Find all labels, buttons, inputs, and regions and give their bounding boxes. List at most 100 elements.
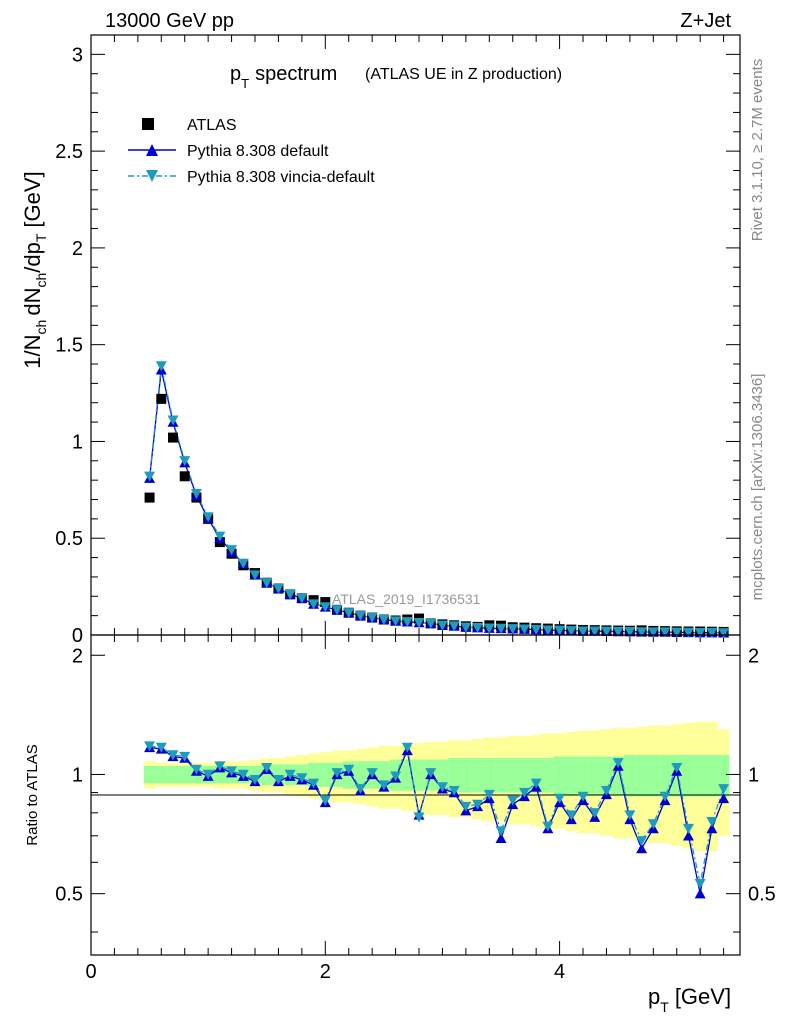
upper-axis-ticks: 0 0.5 1 1.5 2 2.5 3 xyxy=(55,34,740,647)
vincia-point xyxy=(413,617,425,628)
ratio-vincia-point xyxy=(167,750,179,761)
ratio-vincia-point xyxy=(682,823,694,834)
ratio-vincia-point xyxy=(436,782,448,793)
vincia-point xyxy=(694,628,706,638)
ratio-vincia-point xyxy=(144,741,156,752)
vincia-point xyxy=(530,624,542,635)
vincia-point xyxy=(495,623,507,634)
ratio-vincia-point xyxy=(460,801,472,812)
band-inner xyxy=(624,754,636,797)
ratio-vincia-point xyxy=(261,763,273,773)
vincia-point xyxy=(659,627,671,638)
band-inner xyxy=(214,766,226,784)
x-tick-label: 0 xyxy=(85,961,96,983)
vincia-point xyxy=(448,621,460,632)
ratio-default-point xyxy=(694,888,706,899)
ratio-default-point xyxy=(706,823,718,834)
band-inner xyxy=(378,761,390,789)
vincia-point xyxy=(378,614,390,625)
y-tick-label: 0.5 xyxy=(55,884,83,906)
ratio-vincia-point xyxy=(565,810,577,821)
vincia-point xyxy=(296,593,308,604)
title-main: p xyxy=(230,63,241,85)
title-word: spectrum xyxy=(255,63,337,85)
ratio-vincia-point xyxy=(190,764,202,775)
y-tick-label: 1 xyxy=(72,764,83,786)
y-tick-label-right: 1 xyxy=(748,764,759,786)
x-axis-label: pT [GeV] xyxy=(648,984,731,1015)
plot-subtitle: (ATLAS UE in Z production) xyxy=(365,66,562,83)
vincia-point xyxy=(390,616,402,627)
ratio-default-point xyxy=(495,833,507,843)
band-inner xyxy=(542,758,554,793)
band-inner xyxy=(694,754,707,797)
legend-marker-atlas xyxy=(142,118,154,130)
energy-label: 13000 GeV pp xyxy=(105,10,234,32)
ratio-vincia-point xyxy=(542,821,554,832)
ratio-vincia-point xyxy=(507,795,519,806)
x-tick-label: 4 xyxy=(554,961,565,983)
y-tick-label-right: 2 xyxy=(748,645,759,667)
y-tick-label: 2.5 xyxy=(55,141,83,163)
ratio-vincia-point xyxy=(155,742,167,753)
vincia-point xyxy=(354,610,366,621)
band-inner xyxy=(635,754,648,797)
ratio-vincia-point xyxy=(413,812,425,823)
vincia-point xyxy=(202,512,214,523)
band-inner xyxy=(319,762,332,787)
vincia-point xyxy=(272,583,284,594)
band-inner xyxy=(565,756,578,795)
band-inner xyxy=(717,754,730,797)
ratio-vincia-point xyxy=(612,758,624,769)
vincia-point xyxy=(366,612,378,623)
lower-frame xyxy=(90,634,741,956)
y-tick-label: 3 xyxy=(72,44,83,66)
vincia-point xyxy=(647,627,659,638)
band-inner xyxy=(354,761,367,789)
band-inner xyxy=(518,758,531,793)
ratio-vincia-point xyxy=(319,795,331,806)
plot-title: pT spectrum xyxy=(230,63,337,91)
vincia-point xyxy=(718,628,730,639)
vincia-point xyxy=(436,620,448,631)
legend-marker-vincia xyxy=(146,170,158,182)
vincia-point xyxy=(179,456,191,467)
vincia-point xyxy=(190,489,202,499)
ratio-vincia-point xyxy=(659,791,671,802)
legend-label-vincia: Pythia 8.308 vincia-default xyxy=(187,169,375,186)
vincia-point xyxy=(542,625,554,636)
band-inner xyxy=(706,754,718,797)
band-inner xyxy=(260,764,273,786)
vincia-point xyxy=(518,624,530,635)
y-tick-label: 2 xyxy=(72,645,83,667)
vincia-point xyxy=(554,625,566,636)
ratio-vincia-point xyxy=(706,816,718,827)
y-tick-label: 1 xyxy=(72,431,83,453)
band-inner xyxy=(178,766,191,784)
vincia-point xyxy=(682,627,694,638)
vincia-point xyxy=(144,471,156,482)
vincia-point xyxy=(155,361,167,372)
legend-label-atlas: ATLAS xyxy=(187,117,237,134)
ratio-vincia-point xyxy=(378,780,390,791)
band-inner xyxy=(553,756,566,795)
ratio-default-point xyxy=(682,830,694,841)
analysis-label: ATLAS_2019_I1736531 xyxy=(332,591,481,607)
ratio-vincia-point xyxy=(284,769,296,780)
ratio-line-vincia xyxy=(149,745,725,884)
band-inner xyxy=(577,756,589,795)
ratio-vincia-point xyxy=(472,799,484,810)
ratio-vincia-point xyxy=(518,787,530,798)
vincia-point xyxy=(425,618,437,629)
vincia-point xyxy=(343,608,355,618)
band-inner xyxy=(682,754,695,797)
legend: ATLAS Pythia 8.308 default Pythia 8.308 … xyxy=(128,117,375,186)
vincia-point xyxy=(167,415,179,426)
ratio-vincia-point xyxy=(671,763,683,773)
vincia-point xyxy=(612,626,624,637)
atlas-point xyxy=(179,471,190,482)
band-inner xyxy=(612,756,625,795)
y-tick-label: 2 xyxy=(72,238,83,260)
series-line-vincia xyxy=(148,365,724,634)
